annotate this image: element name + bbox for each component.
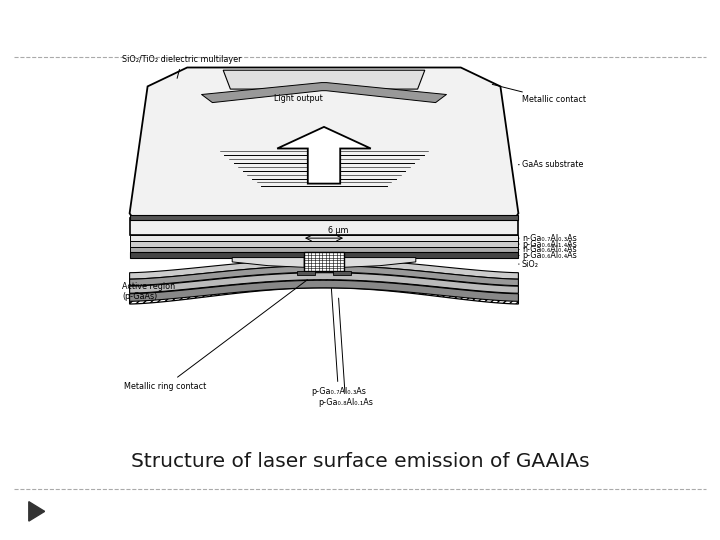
Polygon shape [130, 266, 518, 286]
Polygon shape [130, 259, 518, 279]
Bar [297, 271, 315, 275]
Bar [304, 252, 344, 271]
Polygon shape [232, 258, 304, 267]
Bar [130, 218, 518, 235]
Polygon shape [277, 127, 371, 184]
Text: n-Ga₀.₇Al₀.₃As: n-Ga₀.₇Al₀.₃As [518, 234, 577, 242]
Bar [130, 215, 518, 220]
Bar [130, 235, 518, 241]
Text: GaAs substrate: GaAs substrate [518, 160, 583, 169]
Polygon shape [202, 83, 446, 103]
Text: SiO₂: SiO₂ [518, 260, 539, 268]
Polygon shape [130, 280, 518, 301]
Text: p-Ga₀.₇Al₀.₃As: p-Ga₀.₇Al₀.₃As [311, 288, 366, 396]
Text: Metallic ring contact: Metallic ring contact [125, 280, 307, 390]
Text: p-Ga₀.₆Al₁.₄As: p-Ga₀.₆Al₁.₄As [518, 240, 577, 248]
Text: Metallic contact: Metallic contact [492, 84, 586, 104]
Text: 6 µm: 6 µm [328, 226, 348, 235]
Text: n-Ga₀.₆Al₀.₄As: n-Ga₀.₆Al₀.₄As [518, 245, 577, 254]
Bar [130, 252, 518, 258]
Polygon shape [130, 273, 518, 293]
Text: Active region
(p-GaAs): Active region (p-GaAs) [122, 282, 176, 301]
Text: SiO₂/TiO₂ dielectric multilayer: SiO₂/TiO₂ dielectric multilayer [122, 55, 242, 78]
Polygon shape [344, 258, 416, 267]
Text: p-Ga₀.₈Al₀.₁As: p-Ga₀.₈Al₀.₁As [318, 298, 373, 407]
Text: Light output: Light output [274, 93, 323, 103]
Polygon shape [130, 68, 518, 235]
Text: Structure of laser surface emission of GAAIAs: Structure of laser surface emission of G… [131, 452, 589, 471]
Bar [130, 241, 518, 247]
Polygon shape [223, 70, 425, 89]
Polygon shape [130, 278, 518, 304]
Text: p-Ga₀.₆Al₀.₄As: p-Ga₀.₆Al₀.₄As [518, 251, 577, 260]
Bar [333, 271, 351, 275]
Bar [130, 247, 518, 252]
Polygon shape [29, 502, 45, 521]
